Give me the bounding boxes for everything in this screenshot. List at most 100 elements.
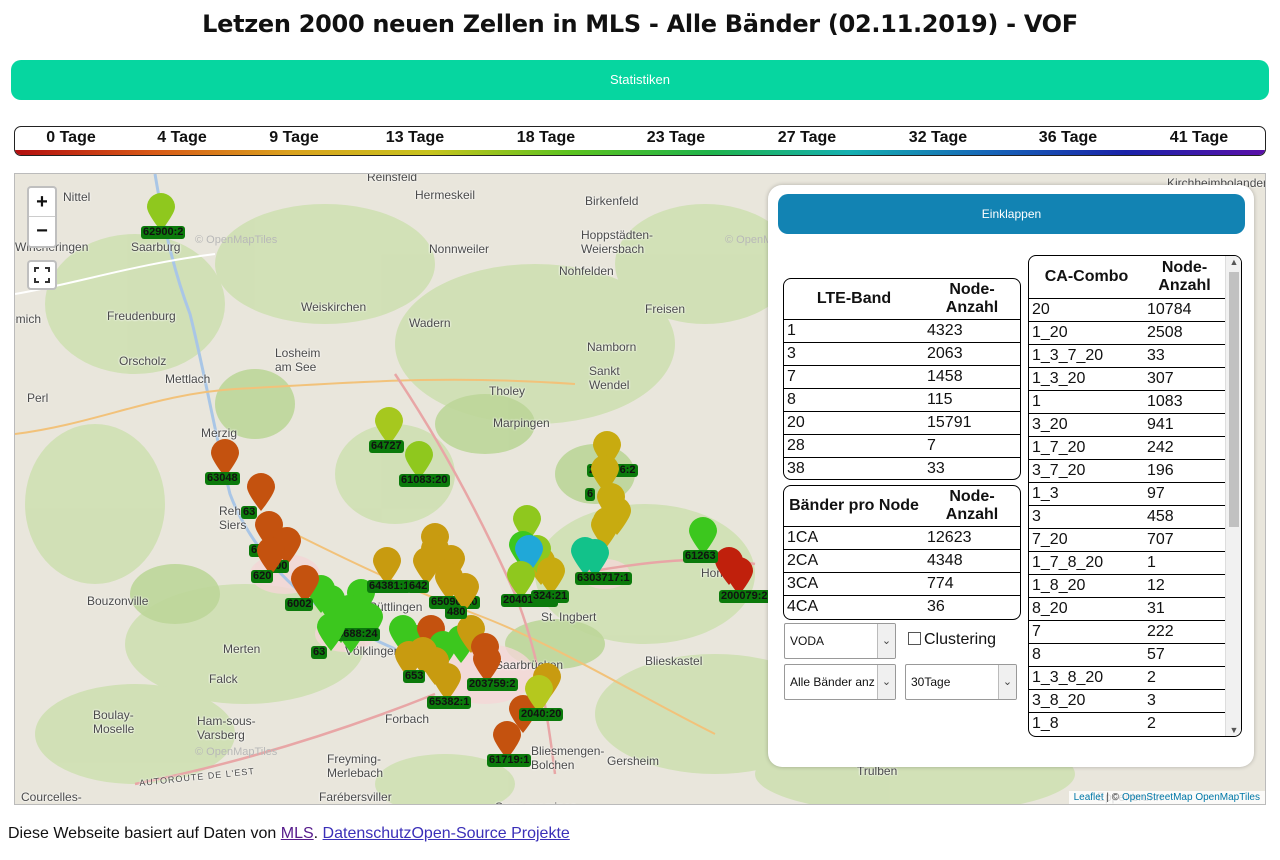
marker-label[interactable]: 203759:2 (467, 678, 518, 691)
clustering-toggle[interactable]: Clustering (908, 631, 996, 649)
zoom-out-button[interactable]: − (36, 220, 48, 242)
place-label: Völklingen (345, 644, 401, 658)
marker-label[interactable]: 642 (407, 580, 430, 593)
bands-select-value: Alle Bänder anz (790, 675, 875, 689)
scrollbar-thumb[interactable] (1229, 272, 1239, 527)
privacy-link[interactable]: Datenschutz (322, 825, 412, 842)
map-marker-pin[interactable] (371, 546, 403, 586)
node-count-cell: 2 (1144, 711, 1225, 735)
marker-label[interactable]: 6 (585, 488, 596, 501)
map-marker-pin[interactable] (403, 440, 435, 480)
bands-per-node-header: Bänder pro Node (789, 496, 919, 514)
mls-link[interactable]: MLS (280, 825, 314, 842)
marker-label[interactable]: 6303717:1 (575, 572, 632, 585)
map-marker-pin[interactable] (449, 572, 481, 612)
table-row: 7 1458 (784, 364, 1020, 388)
map-marker-pin[interactable] (431, 662, 463, 702)
node-count-cell: 33 (924, 456, 1020, 479)
row-key-cell: 8 (784, 387, 924, 411)
map-marker-pin[interactable] (535, 556, 567, 596)
node-count-cell: 12 (1144, 573, 1225, 597)
place-label: Freisen (645, 302, 686, 316)
map-marker-pin[interactable] (245, 472, 277, 512)
scroll-up-icon[interactable]: ▲ (1229, 257, 1239, 267)
marker-label[interactable]: 63 (241, 506, 258, 519)
map-pin-icon (591, 455, 619, 493)
place-label: Weiskirchen (301, 300, 367, 314)
map-marker-pin[interactable] (579, 538, 611, 578)
ca-table-scrollbar[interactable]: ▲ ▼ (1225, 256, 1241, 736)
days-select[interactable]: 30Tage ⌄ (905, 664, 1017, 700)
marker-label[interactable]: 63 (311, 646, 328, 659)
map-marker-pin[interactable] (145, 192, 177, 232)
scroll-down-icon[interactable]: ▼ (1229, 725, 1239, 735)
map-marker-pin[interactable] (373, 406, 405, 446)
stats-panel: Einklappen LTE-Band Node-Anzahl 1 4323 3 20… (768, 185, 1254, 767)
osm-link[interactable]: OpenStreetMap (1121, 792, 1193, 803)
marker-label[interactable]: 62900:2 (141, 226, 186, 239)
place-label: Trulben (857, 764, 898, 778)
statistics-button[interactable]: Statistiken (11, 60, 1269, 100)
map-pin-icon (405, 441, 433, 479)
node-count-cell: 36 (924, 594, 1020, 618)
legend-label: 41 Tage (1169, 129, 1229, 146)
leaflet-link[interactable]: Leaflet (1073, 792, 1104, 803)
place-label: Boulay- Moselle (93, 708, 135, 736)
legend-label: 13 Tage (385, 129, 445, 146)
row-key-cell: 20 (784, 410, 924, 434)
table-row: 20 15791 (784, 410, 1020, 434)
table-row: 1_3_8_20 2 (1029, 665, 1225, 689)
table-row: 7_20 707 (1029, 527, 1225, 551)
table-row: 1_3_7_20 33 (1029, 343, 1225, 367)
table-row: 1 1083 (1029, 389, 1225, 413)
map-marker-pin[interactable] (209, 438, 241, 478)
marker-label[interactable]: 61263 (683, 550, 718, 563)
marker-label[interactable]: 61719:1 (487, 754, 532, 767)
marker-label[interactable]: 61083:20 (399, 474, 450, 487)
map-marker-pin[interactable] (505, 560, 537, 600)
legend-label: 0 Tage (46, 129, 96, 146)
marker-label[interactable]: 480 (445, 606, 468, 619)
map[interactable]: NittelSaarburgWincheringenReinsfeldHerme… (14, 173, 1266, 805)
marker-label[interactable]: 200079:20 (719, 590, 776, 603)
node-count-cell: 33 (1144, 343, 1225, 367)
zoom-in-button[interactable]: + (29, 188, 55, 217)
map-marker-pin[interactable] (723, 556, 755, 596)
place-label: Forbach (385, 712, 430, 726)
map-marker-pin[interactable] (589, 454, 621, 494)
open-source-link[interactable]: Open-Source Projekte (411, 825, 570, 842)
map-marker-pin[interactable] (289, 564, 321, 604)
operator-select[interactable]: VODA ⌄ (784, 623, 896, 659)
marker-label[interactable]: 2040:20 (519, 708, 564, 721)
node-count-cell: 307 (1144, 366, 1225, 390)
collapse-button[interactable]: Einklappen (778, 194, 1245, 234)
place-label: St. Ingbert (541, 610, 597, 624)
node-count-cell: 1458 (924, 364, 1020, 388)
map-pin-icon (507, 561, 535, 599)
map-marker-pin[interactable] (687, 516, 719, 556)
marker-label[interactable]: 6002 (285, 598, 314, 611)
marker-label[interactable]: 324:21 (531, 590, 570, 603)
clustering-checkbox[interactable] (908, 632, 921, 645)
map-marker-pin[interactable] (471, 644, 503, 684)
map-marker-pin[interactable] (491, 720, 523, 760)
marker-label[interactable]: 64381:1 (367, 580, 412, 593)
bands-select[interactable]: Alle Bänder anz ⌄ (784, 664, 896, 700)
map-marker-pin[interactable] (407, 636, 439, 676)
ca-combo-table[interactable]: CA-Combo Node-Anzahl 20 10784 1_20 2508 1_3_… (1028, 255, 1242, 737)
fullscreen-button[interactable] (27, 260, 57, 290)
map-marker-pin[interactable] (315, 612, 347, 652)
fullscreen-icon (34, 267, 50, 283)
marker-label[interactable]: 63048 (205, 472, 240, 485)
map-marker-pin[interactable] (523, 674, 555, 714)
openmaptiles-link[interactable]: OpenMapTiles (1195, 792, 1260, 803)
row-key-cell: 1_7_8_20 (1029, 550, 1144, 574)
place-label: Falck (209, 672, 238, 686)
marker-label[interactable]: 65382:1 (427, 696, 472, 709)
map-marker-pin[interactable] (255, 536, 287, 576)
marker-label[interactable]: 653 (403, 670, 426, 683)
row-key-cell: 8_20 (1029, 596, 1144, 620)
map-marker-pin[interactable] (411, 546, 443, 586)
marker-label[interactable]: 620 (251, 570, 274, 583)
marker-label[interactable]: 64727 (369, 440, 404, 453)
